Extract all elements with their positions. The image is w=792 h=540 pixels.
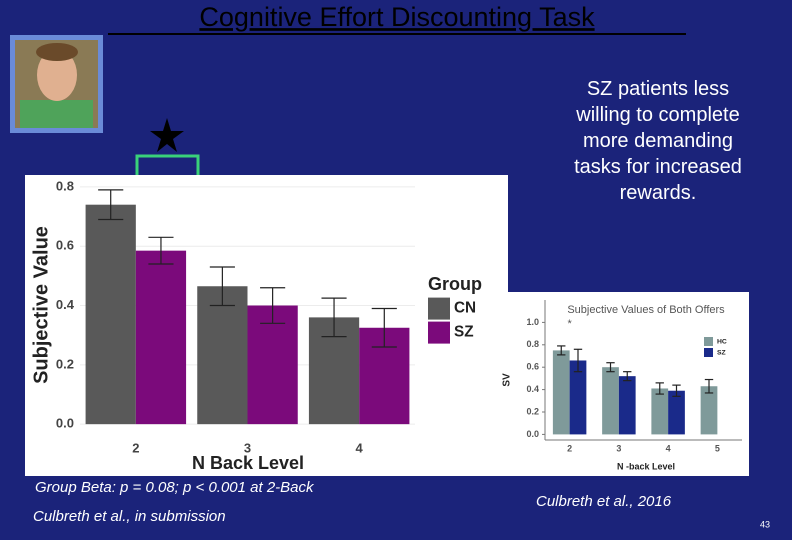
error-bar [371,307,397,348]
error-bar [98,189,124,221]
bar [668,390,685,435]
bar [247,305,298,425]
x-tick-label: 2 [132,440,139,455]
error-bar [321,297,347,338]
x-axis-label: N -back Level [617,461,675,471]
error-bar [148,236,174,265]
legend-title: Group [428,274,482,294]
legend-swatch [428,297,450,320]
y-axis-label: SV [502,373,513,387]
chart-title: Subjective Values of Both Offers [567,304,725,316]
legend-label: CN [454,300,476,317]
bar [651,388,669,435]
error-bar [606,362,615,373]
legend-swatch [428,321,450,344]
bar [602,367,619,435]
x-tick-label: 4 [356,440,364,455]
error-bar [573,348,583,373]
x-tick-label: 3 [244,440,251,455]
y-tick-label: 0.6 [56,238,74,253]
caption: Group Beta: p = 0.08; p < 0.001 at 2-Bac… [35,479,315,496]
page-number: 43 [760,519,770,529]
legend-label: SZ [454,324,474,341]
y-axis-label: Subjective Value [30,226,52,384]
y-tick-label: 0.0 [526,429,539,439]
bar [135,250,187,425]
y-tick-label: 0.4 [526,384,539,394]
y-tick-label: 0.2 [56,356,74,371]
y-tick-label: 1.0 [526,317,539,327]
error-bar [704,378,714,394]
annotation: * [567,318,572,330]
legend-label: SZ [717,349,726,356]
legend-swatch [704,348,713,357]
bar [618,376,636,435]
x-axis-label: N Back Level [192,453,304,473]
citation: Culbreth et al., in submission [33,508,226,525]
y-tick-label: 0.6 [526,362,539,372]
photo [10,35,103,133]
legend-label: HC [717,338,727,345]
bar [700,386,718,435]
slide-title: Cognitive Effort Discounting Task [199,2,595,32]
error-bar [557,345,566,356]
error-bar [209,266,235,307]
bar [85,204,136,425]
error-bar [655,382,664,395]
y-tick-label: 0.8 [56,178,74,193]
photo-face [37,49,77,101]
x-tick-label: 2 [567,443,572,453]
significance-star [150,118,184,152]
photo-hair [36,43,78,61]
x-tick-label: 5 [715,443,720,453]
x-tick-label: 3 [616,443,621,453]
x-tick-label: 4 [666,443,671,453]
significance-bracket [135,154,200,176]
citation: Culbreth et al., 2016 [536,493,672,510]
bar [197,286,248,425]
y-tick-label: 0.8 [526,339,539,349]
photo-shirt [20,100,93,128]
y-tick-label: 0.0 [56,416,74,431]
y-tick-label: 0.4 [56,297,75,312]
y-tick-label: 0.2 [526,406,539,416]
note: SZ patients less willing to complete mor… [574,78,742,204]
error-bar [623,371,632,382]
legend-swatch [704,337,713,346]
error-bar [260,287,286,324]
bar [552,350,570,435]
bar [569,360,587,435]
error-bar [672,384,681,397]
